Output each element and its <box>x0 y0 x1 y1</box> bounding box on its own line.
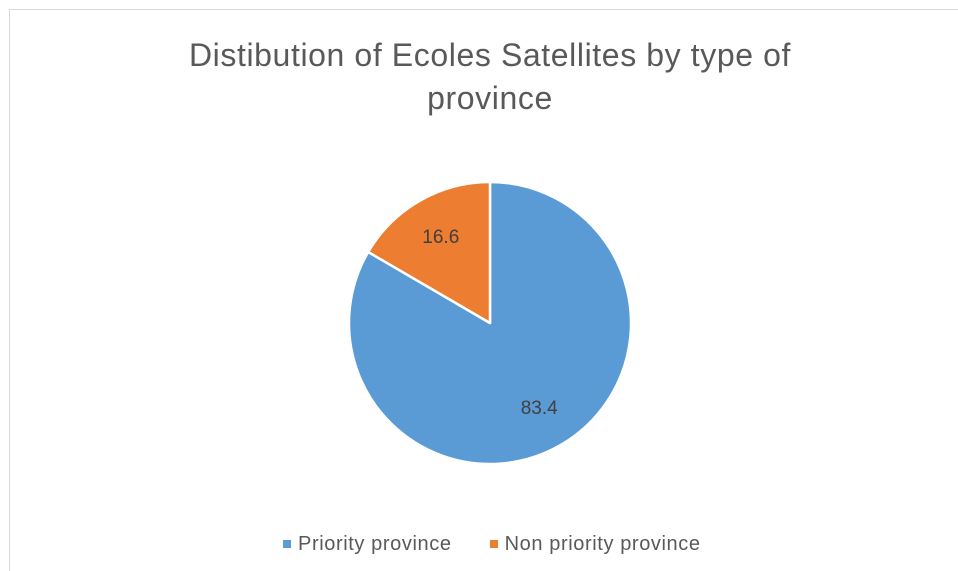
legend-label-non-priority-province: Non priority province <box>504 532 701 555</box>
legend-item-non-priority-province: Non priority province <box>489 532 701 556</box>
legend: Priority province Non priority province <box>283 532 701 556</box>
chart-title: Distibution of Ecoles Satellites by type… <box>188 37 792 116</box>
chart-area <box>9 9 958 571</box>
legend-item-priority-province: Priority province <box>283 533 452 556</box>
pie-slice-non-priority-province <box>366 180 492 325</box>
data-label-non-priority-province: 16.6 <box>422 227 459 248</box>
legend-swatch-priority-province <box>283 540 291 548</box>
legend-swatch-non-priority-province <box>489 540 498 548</box>
legend-label-priority-province: Priority province <box>298 532 452 555</box>
data-label-priority-province: 83.4 <box>521 398 558 419</box>
